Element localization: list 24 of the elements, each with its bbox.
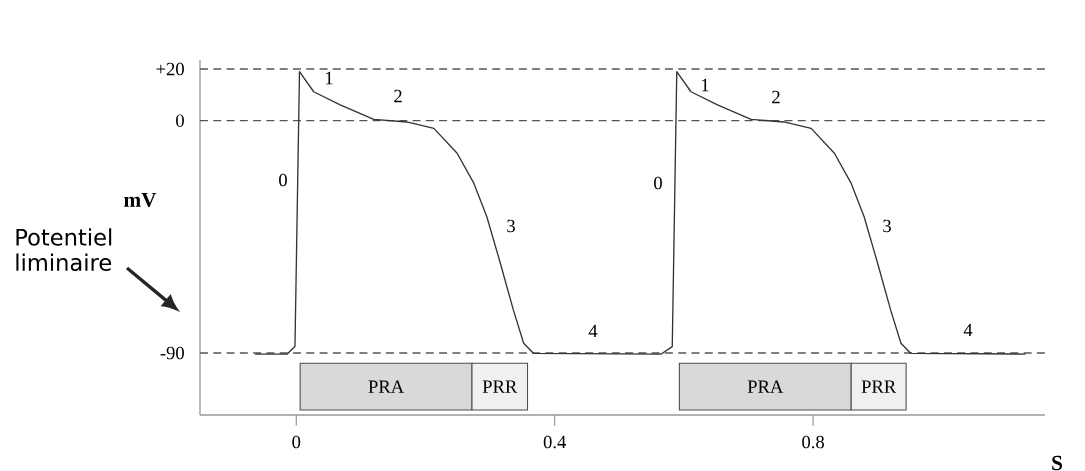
x-axis-title: S <box>1052 455 1063 471</box>
annotation: 4 <box>963 323 973 337</box>
annotation: 3 <box>507 219 515 233</box>
line-series <box>254 70 1026 355</box>
annotation: 2 <box>394 89 402 103</box>
annotation: 1 <box>701 78 709 92</box>
text: Potentiel liminaire <box>16 228 112 271</box>
x-tick-label: 0.4 <box>543 435 567 449</box>
x-tick-label: 0.8 <box>802 435 824 449</box>
y-tick-label: -90 <box>160 346 184 360</box>
y-tick-label: +20 <box>156 62 184 76</box>
annotation: 3 <box>883 219 891 233</box>
band-label: PRA <box>368 380 405 393</box>
band-label: PRA <box>747 380 784 393</box>
annotation: 0 <box>279 173 287 187</box>
band-label: PRR <box>482 380 518 393</box>
annotation: 4 <box>588 324 598 338</box>
annotation: 1 <box>325 71 333 85</box>
y-tick-label: 0 <box>176 114 184 127</box>
x-tick-label: 0 <box>292 435 301 449</box>
annotation: 2 <box>772 90 780 104</box>
band-label: PRR <box>861 380 897 393</box>
y-axis-title: mV <box>124 192 157 208</box>
annotation: 0 <box>654 176 662 190</box>
